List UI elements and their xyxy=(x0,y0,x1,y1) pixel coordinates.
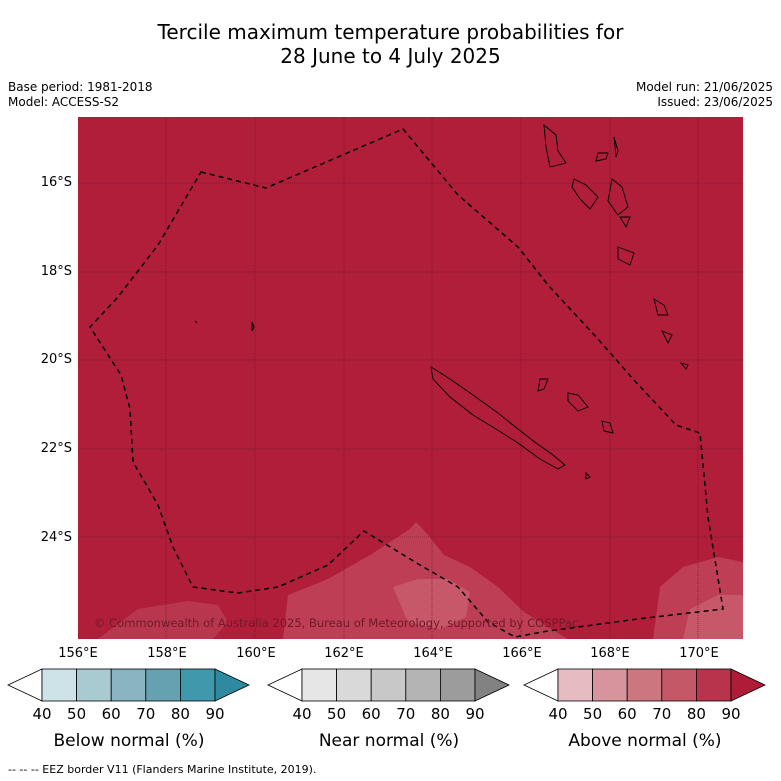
below-normal-tick-label: 60 xyxy=(101,705,121,723)
below-normal-tick-label: 80 xyxy=(170,705,190,723)
near-normal-tick-label: 60 xyxy=(361,705,381,723)
below-normal-colorbar-segment xyxy=(145,668,181,702)
below-normal-colorbar-segment xyxy=(110,668,147,702)
near-normal-colorbar-max-arrow xyxy=(474,668,510,702)
lon-label-168e: 168°E xyxy=(590,646,630,661)
lon-label-162e: 162°E xyxy=(324,646,364,661)
above-normal-colorbar-segment xyxy=(592,668,628,702)
small-islets xyxy=(194,320,689,480)
lon-label-160e: 160°E xyxy=(236,646,276,661)
issued-date: Issued: 23/06/2025 xyxy=(657,95,773,109)
below-normal-colorbar-min-arrow xyxy=(7,668,43,702)
meta-right: Model run: 21/06/2025 Issued: 23/06/2025 xyxy=(636,80,773,110)
title-line-1: Tercile maximum temperature probabilitie… xyxy=(157,20,624,44)
loyalty-islands xyxy=(537,378,614,434)
above-normal-label: Above normal (%) xyxy=(568,731,722,751)
chart-title: Tercile maximum temperature probabilitie… xyxy=(0,20,781,68)
near-normal-label: Near normal (%) xyxy=(318,731,460,751)
map: © Commonwealth of Australia 2025, Bureau… xyxy=(78,117,743,639)
lighter-region-southwest xyxy=(98,601,228,639)
above-normal-tick-label: 70 xyxy=(652,705,672,723)
near-normal-tick-label: 50 xyxy=(327,705,347,723)
lon-label-170e: 170°E xyxy=(679,646,719,661)
below-normal-tick-label: 70 xyxy=(136,705,156,723)
eez-border xyxy=(89,128,724,638)
above-normal-tick-label: 90 xyxy=(721,705,741,723)
above-normal-colorbar-segment xyxy=(626,668,663,702)
near-normal-colorbar-min-arrow xyxy=(267,668,303,702)
base-period: Base period: 1981-2018 xyxy=(8,80,153,94)
lat-label-16s: 16°S xyxy=(40,175,72,190)
below-normal-label: Below normal (%) xyxy=(53,731,205,751)
below-normal-colorbar-segment xyxy=(76,668,112,702)
near-normal-tick-label: 40 xyxy=(292,705,312,723)
graticule xyxy=(78,117,743,639)
below-normal-tick-label: 40 xyxy=(32,705,52,723)
near-normal-tick-label: 70 xyxy=(396,705,416,723)
above-normal-tick-label: 40 xyxy=(548,705,568,723)
lat-label-18s: 18°S xyxy=(40,264,72,279)
near-normal-colorbar-segment xyxy=(405,668,441,702)
near-normal-colorbar-segment xyxy=(370,668,407,702)
title-line-2: 28 June to 4 July 2025 xyxy=(280,44,501,68)
eez-footer-note: -- -- -- EEZ border V11 (Flanders Marine… xyxy=(8,763,317,776)
below-normal-colorbar-segment xyxy=(41,668,77,702)
below-normal-tick-label: 90 xyxy=(205,705,225,723)
new-caledonia-island xyxy=(430,366,566,470)
colorbars xyxy=(7,668,766,702)
near-normal-colorbar-segment xyxy=(301,668,337,702)
lat-label-24s: 24°S xyxy=(40,530,72,545)
model-name: Model: ACCESS-S2 xyxy=(8,95,120,109)
above-normal-colorbar-segment xyxy=(661,668,697,702)
model-run: Model run: 21/06/2025 xyxy=(635,80,773,94)
lon-label-164e: 164°E xyxy=(413,646,453,661)
above-normal-tick-label: 80 xyxy=(686,705,706,723)
above-normal-colorbar-max-arrow xyxy=(730,668,766,702)
lon-label-166e: 166°E xyxy=(502,646,542,661)
below-normal-colorbar-segment xyxy=(179,668,216,702)
islands xyxy=(194,123,689,480)
map-copyright: © Commonwealth of Australia 2025, Bureau… xyxy=(94,616,578,630)
lat-label-20s: 20°S xyxy=(40,352,72,367)
near-normal-colorbar-segment xyxy=(336,668,372,702)
meta-left: Base period: 1981-2018 Model: ACCESS-S2 xyxy=(8,80,153,110)
lon-label-156e: 156°E xyxy=(58,646,98,661)
near-normal-tick-label: 80 xyxy=(430,705,450,723)
above-normal-colorbar-segment xyxy=(696,668,732,702)
below-normal-colorbar-max-arrow xyxy=(214,668,250,702)
near-normal-colorbar-segment xyxy=(439,668,476,702)
lighter-region-center xyxy=(393,579,470,629)
below-normal-tick-label: 50 xyxy=(67,705,87,723)
lon-label-158e: 158°E xyxy=(147,646,187,661)
above-normal-tick-label: 60 xyxy=(617,705,637,723)
above-normal-colorbar-min-arrow xyxy=(523,668,559,702)
above-normal-colorbar-segment xyxy=(557,668,593,702)
vanuatu-islands xyxy=(543,123,673,345)
lat-label-22s: 22°S xyxy=(40,441,72,456)
above-normal-tick-label: 50 xyxy=(583,705,603,723)
near-normal-tick-label: 90 xyxy=(465,705,485,723)
